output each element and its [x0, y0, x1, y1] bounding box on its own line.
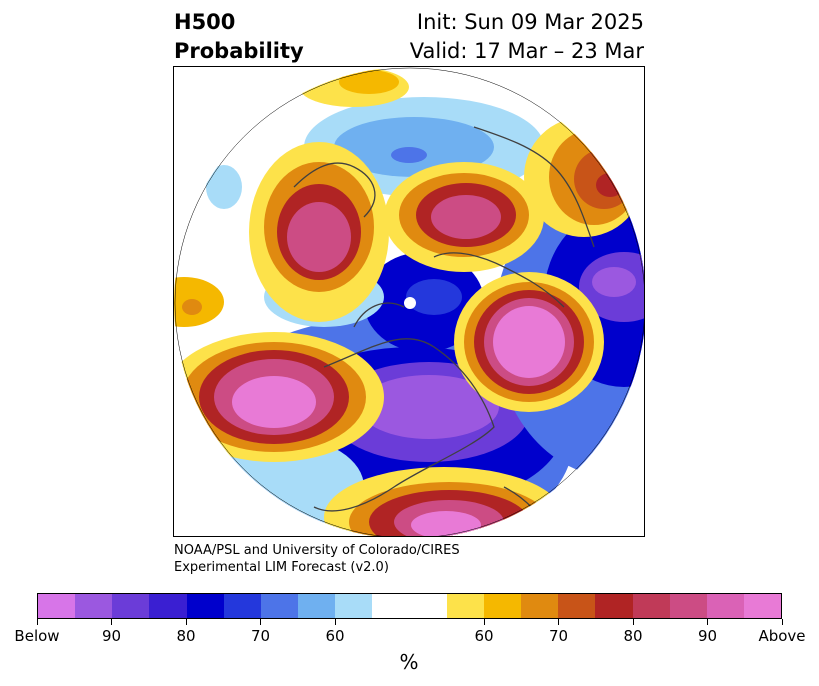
colorbar-swatch	[112, 594, 150, 618]
colorbar-swatch	[743, 594, 782, 618]
colorbar-tick	[260, 619, 261, 625]
colorbar-tick-label: 80	[176, 627, 196, 645]
colorbar-swatch	[372, 594, 410, 618]
colorbar-tick	[334, 619, 336, 625]
colorbar-swatch	[669, 594, 707, 618]
colorbar-tick-label: 90	[101, 627, 122, 645]
colorbar-swatch	[446, 594, 484, 618]
credit-line-1: NOAA/PSL and University of Colorado/CIRE…	[174, 543, 460, 558]
colorbar-swatch	[706, 594, 744, 618]
colorbar-swatch	[186, 594, 224, 618]
colorbar-tick	[707, 619, 708, 625]
colorbar-swatch	[558, 594, 596, 618]
colorbar-tick	[36, 619, 38, 625]
colorbar-unit: %	[399, 650, 419, 674]
credit-text: NOAA/PSL and University of Colorado/CIRE…	[174, 542, 460, 576]
colorbar-tick-label: 80	[623, 627, 643, 645]
chart-title-left: H500 Probability	[174, 8, 304, 66]
colorbar-tick-label: Below	[14, 627, 60, 645]
colorbar-swatch	[335, 594, 373, 618]
colorbar-tick	[483, 619, 485, 625]
polar-map	[173, 66, 645, 537]
product-name: H500	[174, 10, 236, 34]
chart-title-right: Init: Sun 09 Mar 2025 Valid: 17 Mar – 23…	[410, 8, 644, 66]
colorbar-tick	[632, 619, 634, 625]
colorbar-swatch	[149, 594, 187, 618]
product-type: Probability	[174, 39, 304, 63]
init-date: Init: Sun 09 Mar 2025	[416, 10, 644, 34]
colorbar-swatch	[298, 594, 336, 618]
colorbar-tick	[781, 619, 783, 625]
colorbar-tick-label: Above	[758, 627, 806, 645]
valid-dates: Valid: 17 Mar – 23 Mar	[409, 39, 644, 63]
probability-field	[174, 67, 644, 536]
colorbar-tick-label: 60	[325, 627, 345, 645]
colorbar-swatch	[409, 594, 447, 618]
colorbar	[37, 593, 782, 619]
colorbar-swatch	[75, 594, 113, 618]
colorbar-swatch	[260, 594, 299, 618]
colorbar-swatch	[38, 594, 76, 618]
colorbar-tick-label: 90	[697, 627, 718, 645]
credit-line-2: Experimental LIM Forecast (v2.0)	[174, 560, 389, 575]
colorbar-tick	[558, 619, 559, 625]
colorbar-swatch	[595, 594, 633, 618]
colorbar-tick	[185, 619, 187, 625]
colorbar-swatch	[632, 594, 670, 618]
colorbar-swatch	[521, 594, 559, 618]
colorbar-swatch	[483, 594, 522, 618]
colorbar-tick-label: 70	[250, 627, 271, 645]
colorbar-tick	[111, 619, 112, 625]
colorbar-tick-label: 60	[474, 627, 494, 645]
colorbar-swatch	[223, 594, 261, 618]
colorbar-tick-label: 70	[548, 627, 569, 645]
map-boundary	[174, 67, 644, 536]
probability-map	[174, 67, 644, 536]
